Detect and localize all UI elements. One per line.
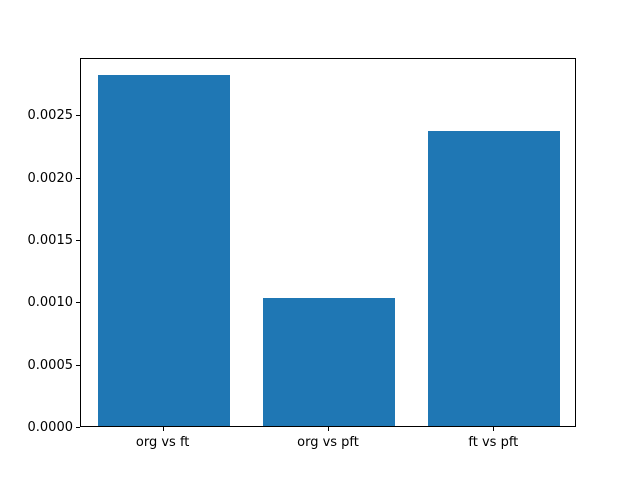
y-axis-tick-label: 0.0000	[27, 420, 74, 435]
y-tick-mark	[76, 302, 80, 304]
bar-ft-vs-pft	[428, 130, 561, 426]
x-axis-tick-label: org vs ft	[135, 435, 190, 450]
x-tick-mark	[162, 427, 164, 431]
y-axis-tick-label: 0.0010	[27, 295, 74, 311]
x-tick-mark	[493, 427, 495, 431]
y-axis-tick-label: 0.0020	[27, 170, 74, 186]
y-tick-mark	[76, 177, 80, 179]
y-axis-tick-label: 0.0025	[27, 108, 74, 124]
y-tick-mark	[76, 240, 80, 242]
x-axis-tick-label: ft vs pft	[468, 435, 519, 450]
bar-org-vs-pft	[262, 297, 396, 426]
bar-org-vs-ft	[97, 74, 230, 426]
y-tick-mark	[76, 115, 80, 117]
y-axis-tick-label: 0.0015	[27, 233, 74, 249]
plot-area	[80, 58, 576, 427]
y-axis-tick-label: 0.0005	[27, 357, 74, 373]
x-axis-tick-label: org vs pft	[297, 435, 359, 450]
y-tick-mark	[76, 427, 80, 428]
y-tick-mark	[76, 364, 80, 366]
x-tick-mark	[328, 427, 329, 431]
